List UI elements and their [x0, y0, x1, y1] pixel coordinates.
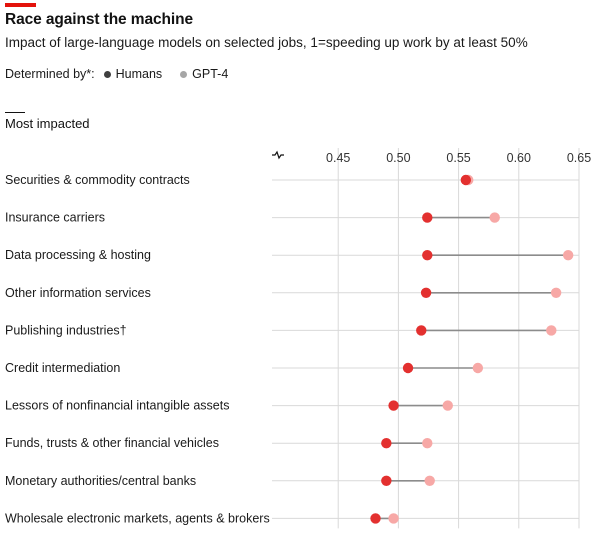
category-label: Other information services [5, 286, 151, 300]
humans-point [422, 212, 433, 223]
dumbbell-chart: 0.45 0.50 0.55 0.60 0.65 Securities & commodi… [5, 148, 591, 529]
legend-label-gpt4: GPT-4 [192, 67, 229, 81]
legend-item-gpt4: GPT-4 [180, 67, 228, 81]
humans-point [422, 250, 433, 261]
gpt4-point [422, 438, 433, 449]
brand-accent-bar [5, 3, 36, 7]
gpt4-point [424, 475, 435, 486]
humans-point [370, 513, 381, 524]
legend-item-humans: Humans [103, 67, 163, 81]
legend-label-humans: Humans [115, 67, 163, 81]
section-rule [5, 112, 25, 113]
x-tick-label: 0.55 [446, 151, 470, 165]
gpt4-point [489, 212, 500, 223]
gpt4-point [550, 287, 562, 298]
gpt4-point [472, 362, 484, 374]
category-label: Data processing & hosting [5, 248, 151, 262]
gpt4-point [546, 325, 557, 336]
gpt4-point [562, 250, 574, 261]
legend-dot-humans [103, 70, 111, 78]
humans-point [388, 400, 399, 411]
legend-lead: Determined by*: [5, 67, 95, 81]
gpt4-point [388, 513, 399, 524]
category-label: Wholesale electronic markets, agents & b… [5, 511, 270, 525]
humans-point [381, 438, 392, 449]
humans-point [416, 325, 427, 336]
humans-point [420, 287, 432, 298]
chart-subtitle: Impact of large-language models on selec… [5, 35, 528, 50]
category-label: Monetary authorities/central banks [5, 474, 196, 488]
gpt4-point [442, 400, 453, 411]
humans-point [381, 475, 392, 486]
x-tick-label: 0.60 [507, 151, 531, 165]
humans-point [402, 362, 414, 374]
legend: Determined by*: Humans GPT-4 [5, 67, 246, 81]
category-label: Insurance carriers [5, 211, 105, 225]
axis-break-icon [272, 150, 284, 160]
category-label: Credit intermediation [5, 361, 120, 375]
legend-dot-gpt4 [180, 70, 188, 78]
x-tick-label: 0.50 [386, 151, 410, 165]
x-tick-label: 0.65 [567, 151, 591, 165]
x-tick-label: 0.45 [326, 151, 350, 165]
category-label: Securities & commodity contracts [5, 173, 190, 187]
category-label: Lessors of nonfinancial intangible asset… [5, 399, 229, 413]
humans-point [460, 174, 472, 186]
category-label: Funds, trusts & other financial vehicles [5, 436, 219, 450]
chart-title: Race against the machine [5, 11, 193, 28]
category-label: Publishing industries† [5, 323, 127, 337]
section-title: Most impacted [5, 116, 90, 131]
